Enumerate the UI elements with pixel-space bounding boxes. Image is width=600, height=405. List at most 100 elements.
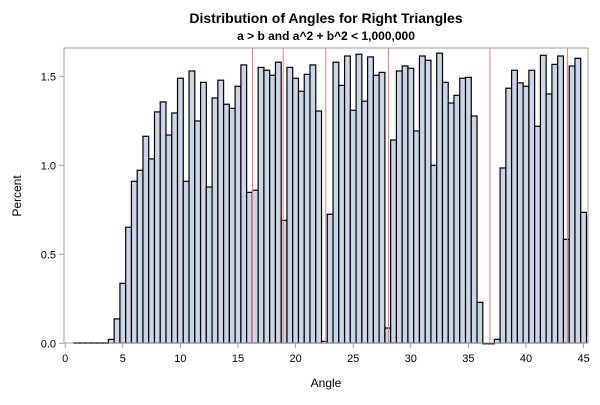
histogram-bar [171,112,179,344]
histogram-bar [332,61,340,344]
reference-lines-group [252,48,568,343]
histogram-bar [223,103,230,344]
histogram-bar [240,64,248,344]
histogram-bar [551,63,559,344]
chart-title: Distribution of Angles for Right Triangl… [189,10,462,26]
histogram-bar [568,65,576,344]
histogram-bar [125,226,133,344]
histogram-bar [372,74,380,344]
histogram-bar [188,70,196,344]
histogram-bar [516,82,524,344]
histogram-bar [522,85,530,344]
histogram-bar [534,125,542,344]
histogram-bar [562,238,570,344]
histogram-bar [286,66,294,344]
histogram-bar [246,191,253,344]
histogram-bar [349,109,357,344]
histogram-bar [136,169,144,344]
histogram-bar [430,164,438,344]
histogram-bar [165,134,173,344]
histogram-bar [407,67,415,344]
histogram-bar [176,77,184,344]
histogram-bar [505,87,513,344]
x-axis-label: Angle [311,376,342,390]
histogram-bar [441,81,449,344]
x-tick-label: 25 [347,353,359,365]
y-tick-label: 1.0 [41,160,56,172]
histogram-bar [436,52,444,344]
histogram-bar [309,64,317,344]
histogram-bar [263,69,271,344]
y-axis: 0.0 0.5 1.0 1.5 [41,71,64,350]
histogram-bar [401,65,409,344]
x-tick-label: 0 [62,353,68,365]
histogram-bar [557,55,565,344]
histogram-bar [499,167,507,344]
y-tick-label: 0.5 [41,249,56,261]
histogram-bar [528,69,536,344]
histogram-bar [580,211,588,344]
x-tick-label: 45 [577,353,589,365]
histogram-bar [413,130,421,344]
histogram-bar [539,54,547,344]
histogram-bar [395,70,403,344]
histogram-bar [274,61,282,344]
histogram-bar [378,71,386,344]
histogram-bar [315,110,323,344]
histogram-bar [459,77,467,344]
histogram-bar [257,66,265,344]
histogram-bar [453,94,461,344]
histogram-bar [447,102,455,344]
x-tick-label: 20 [289,353,301,365]
histogram-bar [182,180,190,344]
histogram-bar [211,97,219,344]
histogram-bar [384,327,392,344]
histogram-bar [361,100,369,344]
histogram-bar [205,186,213,344]
x-tick-label: 10 [174,353,186,365]
x-tick-label: 5 [120,353,126,365]
y-tick-label: 1.5 [41,71,56,83]
histogram-bar [292,77,300,344]
histogram-bar [326,213,334,344]
histogram-bar [367,56,374,344]
histogram-bar [142,135,150,344]
histogram-bar [130,180,138,344]
x-tick-label: 35 [462,353,474,365]
chart-subtitle: a > b and a^2 + b^2 < 1,000,000 [237,29,415,43]
histogram-bar [476,301,484,344]
histogram-bar [251,189,259,344]
histogram-bar [194,120,202,344]
histogram-bar [303,73,311,344]
histogram-bar [297,90,305,344]
histogram-bar [217,79,225,344]
x-tick-label: 40 [520,353,532,365]
histogram-bar [574,57,582,344]
histogram-bar [119,282,127,344]
histogram-bar [545,93,553,344]
histogram-bar [107,338,115,344]
histogram-bar [338,84,346,344]
bars-group [73,52,588,345]
histogram-bar [511,69,518,344]
histogram-bar [424,59,432,344]
histogram-bar [199,81,207,344]
histogram-bar [493,338,501,344]
histogram-bar [355,53,363,344]
histogram-bar [343,55,351,344]
histogram-bar [228,107,236,344]
histogram-bar [269,74,277,344]
histogram-bar [148,158,156,344]
histogram-bar [464,76,472,344]
histogram-bar [418,55,426,344]
x-tick-label: 30 [405,353,417,365]
histogram-bar [159,101,167,344]
histogram-bar [153,111,161,344]
histogram-bar [470,115,478,344]
histogram-bar [234,85,242,344]
histogram-bar [280,219,288,344]
x-tick-label: 15 [232,353,244,365]
x-axis: 0 5 10 15 20 25 30 35 40 45 [62,342,590,365]
y-axis-label: Percent [10,175,24,217]
